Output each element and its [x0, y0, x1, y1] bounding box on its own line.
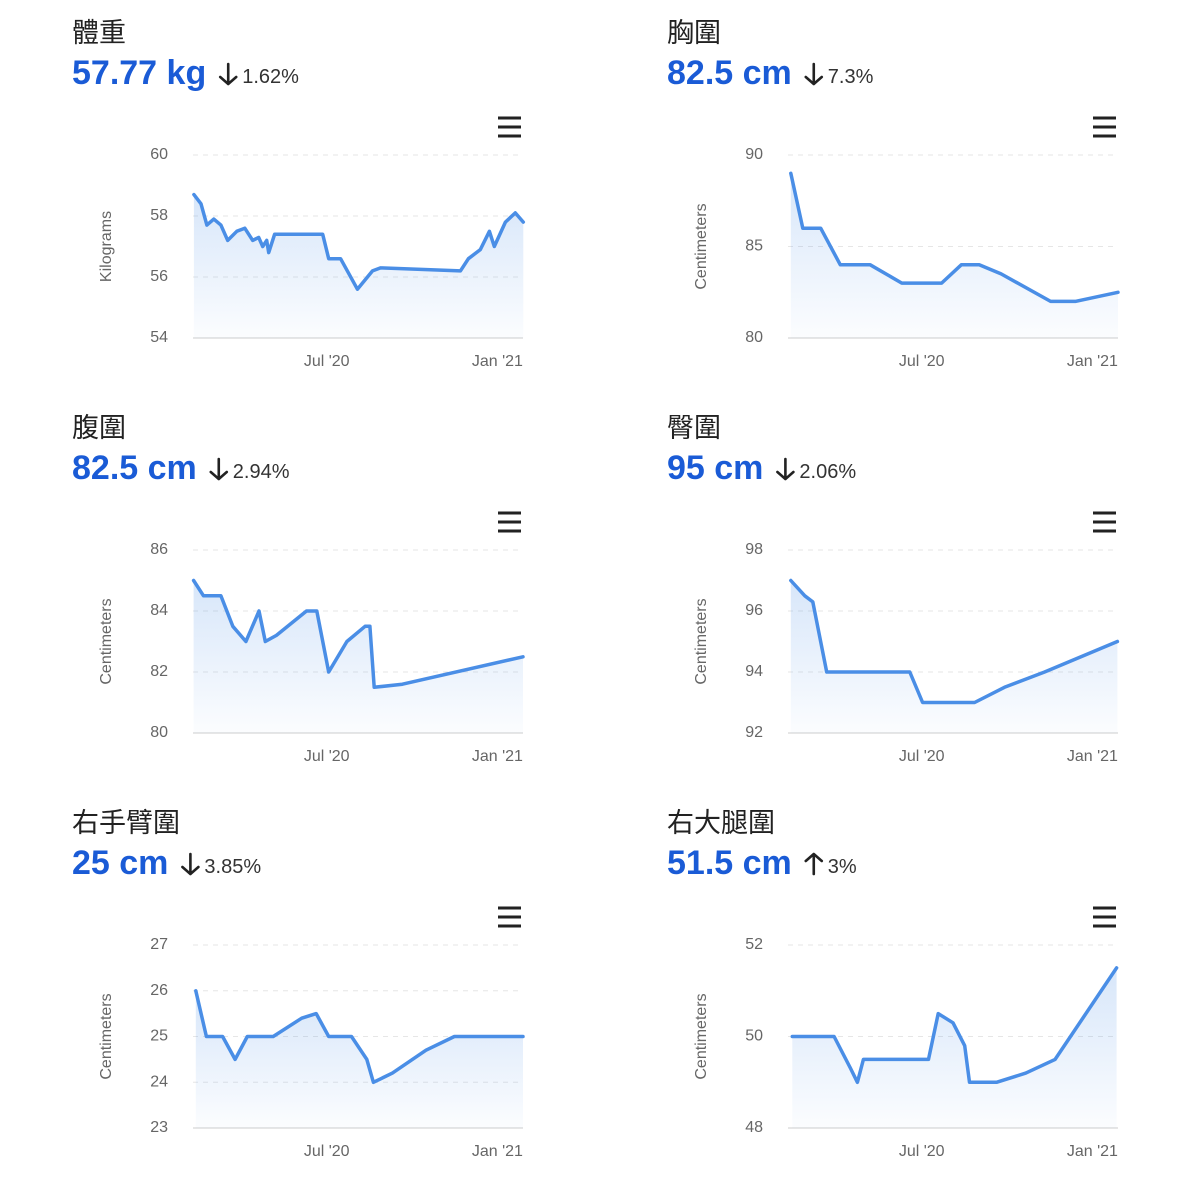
panel-title: 胸圍 — [667, 18, 721, 48]
arrow-up — [804, 852, 824, 876]
y-axis-label: Centimeters — [693, 993, 710, 1079]
y-tick-label: 48 — [745, 1119, 763, 1136]
y-tick-label: 84 — [150, 602, 168, 619]
y-axis-label: Centimeters — [98, 993, 115, 1079]
menu-button[interactable] — [498, 511, 521, 533]
x-tick-label: Jan '21 — [472, 748, 523, 765]
panel-title: 體重 — [72, 18, 126, 48]
chart-panel: 胸圍 82.5 cm 7.3% 80 85 90 Jul '20 Jan '21 Centime… — [667, 18, 1120, 370]
y-tick-label: 50 — [745, 1028, 763, 1045]
area — [195, 990, 524, 1128]
headline-value: 25 cm — [72, 844, 168, 882]
x-tick-label: Jan '21 — [472, 353, 523, 370]
arrow-down — [776, 457, 795, 481]
headline-value: 57.77 kg — [72, 54, 206, 92]
y-tick-label: 90 — [745, 146, 763, 163]
x-tick-label: Jan '21 — [1067, 748, 1118, 765]
line — [194, 989, 525, 1085]
arrow-down — [218, 62, 238, 86]
y-tick-label: 85 — [745, 238, 763, 255]
headline-value: 82.5 cm — [72, 449, 197, 487]
headline-value: 51.5 cm — [667, 844, 792, 882]
arrow-down — [804, 62, 824, 86]
y-tick-label: 92 — [745, 724, 763, 741]
menu-button[interactable] — [1093, 116, 1116, 138]
change-percent: 7.3% — [828, 66, 874, 88]
x-tick-label: Jan '21 — [1067, 353, 1118, 370]
change-percent: 3% — [828, 856, 857, 878]
y-tick-label: 26 — [150, 982, 168, 999]
change-percent: 2.06% — [799, 461, 856, 483]
y-axis-label: Kilograms — [98, 211, 115, 282]
y-tick-label: 94 — [745, 663, 763, 680]
chart-panel: 右大腿圍 51.5 cm 3% 48 50 52 Jul '20 Jan '21 Centime… — [667, 808, 1119, 1160]
area — [790, 173, 1118, 338]
line — [191, 578, 525, 690]
panel-title: 腹圍 — [72, 413, 126, 443]
headline-value: 82.5 cm — [667, 54, 792, 92]
x-tick-label: Jul '20 — [899, 1143, 945, 1160]
area — [790, 580, 1118, 733]
y-axis-label: Centimeters — [98, 598, 115, 684]
x-tick-label: Jan '21 — [472, 1143, 523, 1160]
y-tick-label: 96 — [745, 602, 763, 619]
x-tick-label: Jul '20 — [304, 1143, 350, 1160]
line — [790, 966, 1119, 1085]
line — [192, 192, 526, 291]
area — [792, 967, 1117, 1128]
arrow-down — [209, 457, 229, 481]
line — [789, 171, 1120, 304]
line — [789, 578, 1120, 705]
change-percent: 2.94% — [233, 461, 290, 483]
y-tick-label: 86 — [150, 541, 168, 558]
y-tick-label: 60 — [150, 146, 168, 163]
y-tick-label: 58 — [150, 207, 168, 224]
chart-panel: 右手臂圍 25 cm 3.85% 23 24 25 26 27 Jul '20 Jan '21 Ce… — [72, 808, 525, 1160]
headline-value: 95 cm — [667, 449, 763, 487]
menu-button[interactable] — [1093, 511, 1116, 533]
change-percent: 3.85% — [204, 856, 261, 878]
x-tick-label: Jan '21 — [1067, 1143, 1118, 1160]
panel-title: 右手臂圍 — [72, 808, 180, 838]
x-tick-label: Jul '20 — [304, 353, 350, 370]
y-tick-label: 98 — [745, 541, 763, 558]
x-tick-label: Jul '20 — [899, 748, 945, 765]
y-tick-label: 54 — [150, 329, 168, 346]
menu-button[interactable] — [1093, 906, 1116, 928]
y-tick-label: 82 — [150, 663, 168, 680]
y-tick-label: 27 — [150, 936, 168, 953]
x-tick-label: Jul '20 — [899, 353, 945, 370]
y-tick-label: 80 — [745, 329, 763, 346]
y-axis-label: Centimeters — [693, 203, 710, 289]
panel-title: 右大腿圍 — [667, 808, 775, 838]
area — [193, 580, 523, 733]
chart-panel: 腹圍 82.5 cm 2.94% 80 82 84 86 Jul '20 Jan '21 Cent… — [72, 413, 525, 765]
y-tick-label: 24 — [150, 1073, 168, 1090]
menu-button[interactable] — [498, 116, 521, 138]
panel-title: 臀圍 — [667, 413, 721, 443]
y-tick-label: 52 — [745, 936, 763, 953]
y-axis-label: Centimeters — [693, 598, 710, 684]
chart-panel: 體重 57.77 kg 1.62% 54 56 58 60 Jul '20 Jan '21 Kil… — [72, 18, 526, 370]
y-tick-label: 23 — [150, 1119, 168, 1136]
change-percent: 1.62% — [242, 66, 299, 88]
arrow-down — [181, 852, 200, 876]
chart-panel: 臀圍 95 cm 2.06% 92 94 96 98 Jul '20 Jan '21 Centim… — [667, 413, 1120, 765]
x-tick-label: Jul '20 — [304, 748, 350, 765]
y-tick-label: 80 — [150, 724, 168, 741]
y-tick-label: 56 — [150, 268, 168, 285]
menu-button[interactable] — [498, 906, 521, 928]
y-tick-label: 25 — [150, 1028, 168, 1045]
area — [193, 194, 524, 338]
